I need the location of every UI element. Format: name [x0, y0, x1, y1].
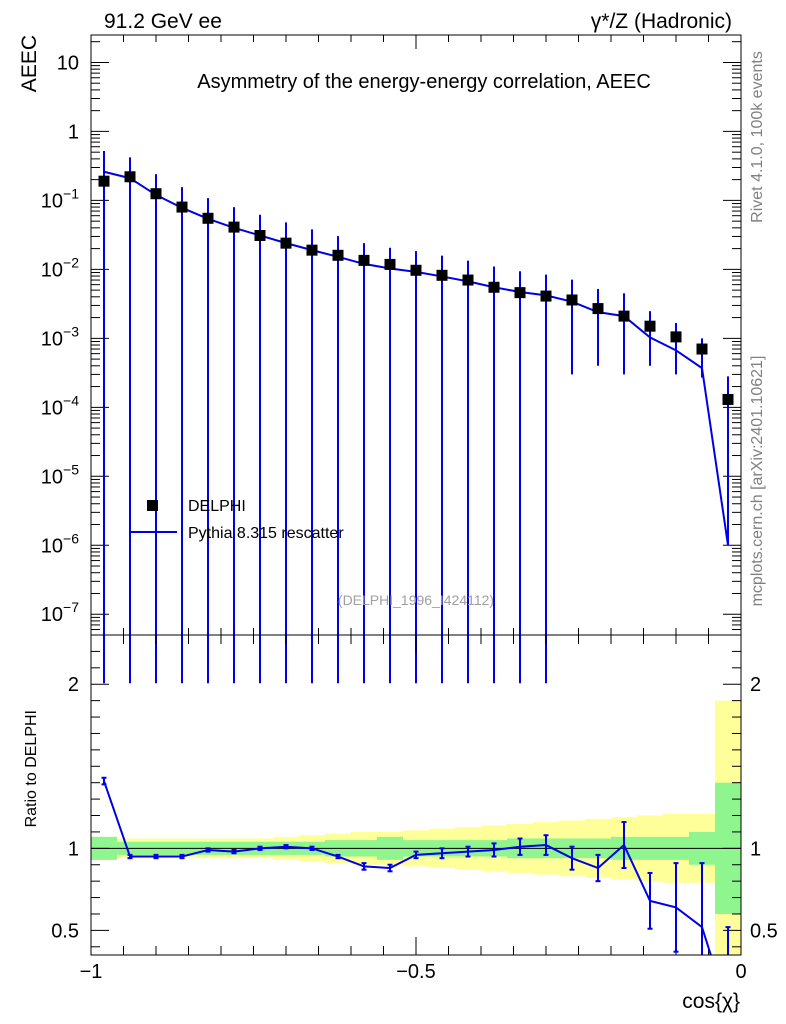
ratio-series: [101, 776, 731, 956]
y-tick-label: 1: [68, 121, 79, 143]
data-point: [618, 310, 630, 322]
data-point: [150, 188, 162, 200]
data-point: [514, 287, 526, 299]
y-tick-label: 10−2: [41, 254, 79, 281]
chart-title: Asymmetry of the energy-energy correlati…: [197, 71, 651, 93]
x-tick-label: 0: [735, 961, 746, 983]
data-point: [462, 274, 474, 286]
y-tick-label: 10: [57, 52, 79, 74]
rivet-version-label: Rivet 4.1.0, 100k events: [749, 51, 766, 223]
data-point: [644, 320, 656, 332]
legend-label-mc: Pythia 8.315 rescatter: [188, 525, 344, 542]
ratio-y-axis-label: Ratio to DELPHI: [23, 710, 40, 827]
data-point: [566, 294, 578, 306]
main-y-axis-label: AEEC: [18, 35, 41, 92]
data-point: [280, 237, 292, 249]
data-point: [436, 269, 448, 281]
y-tick-label: 10−7: [41, 599, 79, 626]
ratio-y-tick-label-right: 0.5: [750, 920, 778, 942]
analysis-watermark: (DELPHI_1996_I424112): [338, 592, 494, 608]
data-point: [202, 212, 214, 224]
data-point: [124, 171, 136, 183]
data-point: [592, 303, 604, 315]
legend: DELPHI Pythia 8.315 rescatter: [130, 498, 344, 542]
ratio-y-tick-label-left: 2: [68, 674, 79, 696]
data-point: [410, 264, 422, 276]
ratio-y-tick-label-right: 2: [750, 674, 761, 696]
data-point: [306, 244, 318, 256]
legend-label-delphi: DELPHI: [188, 498, 246, 515]
ratio-uncertainty-bands: [91, 700, 741, 955]
x-tick-label: −1: [80, 961, 103, 983]
y-tick-label: 10−1: [41, 185, 79, 212]
y-tick-label: 10−4: [41, 392, 79, 419]
data-point: [176, 201, 188, 213]
data-point: [98, 175, 110, 187]
y-tick-label: 10−6: [41, 530, 79, 557]
data-point: [384, 258, 396, 270]
y-tick-label: 10−5: [41, 461, 79, 488]
data-point: [696, 343, 708, 355]
ratio-y-tick-label-left: 1: [68, 838, 79, 860]
ratio-panel: 0.5 0.5 1 1 2 2 −1 −0.5 0 Ratio to DELPHI cos{χ}: [23, 634, 778, 1013]
source-label: mcplots.cern.ch [arXiv:2401.10621]: [749, 356, 766, 607]
ratio-ticks: 0.5 0.5 1 1 2 2 −1 −0.5 0: [51, 635, 778, 983]
main-panel: 10 1 10−1 10−2 10−3 10−4 10−5 10−6 10−7 Asymmetr…: [18, 34, 742, 684]
data-series: [98, 171, 734, 405]
ratio-frame: [90, 634, 742, 956]
data-point: [228, 221, 240, 233]
main-ticks: 10 1 10−1 10−2 10−3 10−4 10−5 10−6 10−7: [41, 35, 742, 636]
header-energy: 91.2 GeV ee: [104, 10, 222, 33]
data-point: [358, 254, 370, 266]
header-process: γ*/Z (Hadronic): [591, 10, 732, 33]
y-tick-label: 10−3: [41, 323, 79, 350]
data-point: [332, 249, 344, 261]
x-tick-label: −0.5: [396, 961, 435, 983]
data-point: [722, 393, 734, 405]
x-axis-label: cos{χ}: [682, 990, 740, 1013]
ratio-y-tick-label-right: 1: [750, 838, 761, 860]
data-point: [670, 331, 682, 343]
data-point: [254, 229, 266, 241]
data-point: [488, 281, 500, 293]
ratio-y-tick-label-left: 0.5: [51, 920, 79, 942]
data-point: [540, 290, 552, 302]
legend-marker-delphi: [147, 500, 158, 511]
